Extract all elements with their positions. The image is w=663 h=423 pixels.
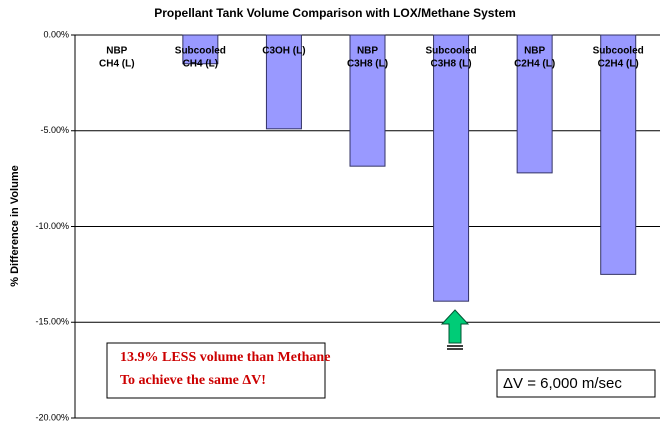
x-tick-label: NBP [106, 46, 127, 57]
annotation-box [106, 342, 326, 399]
chart-title: Propellant Tank Volume Comparison with L… [154, 6, 516, 20]
x-tick-label: C3H8 (L) [431, 59, 472, 70]
x-tick-label: C3H8 (L) [347, 59, 388, 70]
x-tick-label: CH4 (L) [183, 59, 219, 70]
bar [433, 34, 470, 302]
y-tick-label: -5.00% [40, 125, 69, 135]
annotation: To achieve the same ΔV! [120, 373, 266, 388]
bar [600, 34, 637, 275]
y-axis-label: % Difference in Volume [9, 165, 21, 286]
x-tick-label: Subcooled [175, 46, 226, 57]
bar [516, 34, 553, 174]
annotation-box [496, 369, 656, 398]
x-tick-label: Subcooled [426, 46, 477, 57]
x-tick-label: C2H4 (L) [514, 59, 555, 70]
y-tick-label: -20.00% [35, 412, 69, 422]
x-tick-label: CH4 (L) [99, 59, 135, 70]
y-tick-label: 0.00% [43, 29, 69, 39]
annotation: 13.9% LESS volume than Methane [120, 350, 330, 365]
x-tick-label: C2H4 (L) [598, 59, 639, 70]
x-tick-label: Subcooled [593, 46, 644, 57]
x-tick-label: NBP [524, 46, 545, 57]
y-tick-label: -10.00% [35, 221, 69, 231]
arrow [440, 309, 470, 350]
x-tick-label: C3OH (L) [262, 46, 305, 57]
bar [349, 34, 386, 167]
annotation: ΔV = 6,000 m/sec [503, 375, 622, 392]
bar [265, 34, 302, 130]
x-tick-label: NBP [357, 46, 378, 57]
bar [182, 34, 219, 65]
y-tick-label: -15.00% [35, 317, 69, 327]
